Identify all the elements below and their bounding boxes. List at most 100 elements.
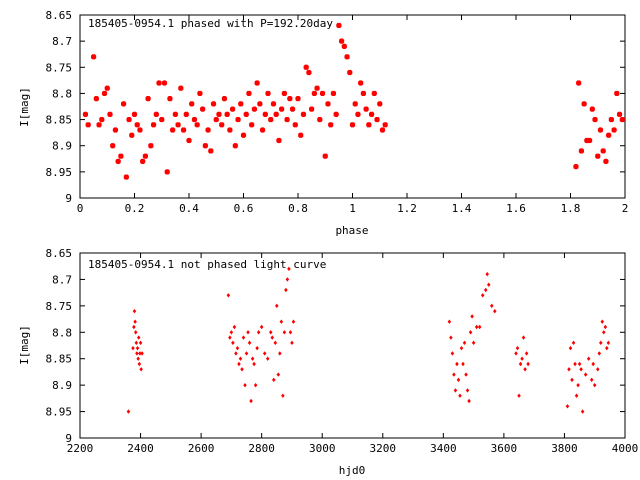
phased-data-point: [374, 116, 380, 123]
phased-data-point: [306, 69, 312, 76]
unphased-data-point: [273, 340, 278, 346]
unphased-data-point: [243, 382, 247, 388]
phased-data-point: [586, 137, 593, 144]
unphased-data-point: [140, 351, 144, 356]
unphased-data-point: [136, 335, 141, 340]
phased-data-point: [161, 80, 168, 86]
phased-data-point: [129, 132, 135, 138]
phased-data-point: [584, 137, 590, 144]
phased-data-point: [341, 43, 347, 50]
phased-data-point: [363, 106, 369, 112]
phased-ytick-label: 8.7: [52, 35, 72, 48]
phased-data-point: [360, 90, 367, 97]
phased-data-point: [183, 111, 189, 118]
phased-data-point: [246, 90, 252, 97]
phased-plot-frame: [79, 14, 626, 199]
unphased-data-point: [240, 367, 244, 372]
unphased-xtick-label: 3800: [551, 442, 578, 455]
phased-xtick-label: 2: [622, 202, 629, 215]
phased-data-point: [616, 111, 623, 118]
phased-xtick-label: 0.8: [288, 202, 308, 215]
phased-data-point: [134, 122, 140, 128]
unphased-data-point: [486, 282, 491, 287]
phased-data-point: [199, 106, 206, 112]
unphased-data-point: [131, 345, 135, 351]
phased-data-point: [159, 116, 165, 123]
phased-ytick-label: 8.9: [52, 140, 72, 153]
unphased-ytick-label: 8.65: [46, 247, 73, 260]
unphased-data-point: [465, 388, 470, 393]
unphased-data-point: [135, 351, 139, 356]
phased-data-point: [611, 127, 617, 133]
phased-data-point: [120, 101, 127, 107]
unphased-data-point: [132, 324, 136, 330]
unphased-data-point: [282, 330, 287, 335]
unphased-plot: 185405-0954.1 not phased light curve hjd…: [18, 247, 638, 477]
unphased-data-point: [228, 335, 232, 340]
phased-data-point: [232, 143, 238, 149]
unphased-plot-ticks: 2200 2400 2600 2800 3000 3200 3400 3600 3800 4000…: [46, 247, 639, 455]
unphased-data-point: [247, 340, 252, 346]
phased-data-point: [379, 127, 386, 133]
unphased-data-point: [567, 367, 571, 372]
unphased-data-point: [237, 361, 241, 367]
unphased-data-point: [132, 308, 137, 314]
phased-data-point: [107, 111, 113, 118]
unphased-data-point: [599, 340, 603, 346]
phased-xtick-label: 1.4: [452, 202, 472, 215]
unphased-data-point: [138, 340, 143, 346]
unphased-data-point: [592, 382, 597, 388]
phased-ytick-label: 8.85: [46, 114, 73, 127]
phased-data-point: [112, 127, 119, 133]
unphased-ytick-label: 8.8: [52, 326, 72, 339]
unphased-data-point: [459, 345, 464, 351]
unphased-data-point: [234, 351, 238, 356]
phased-data-point: [90, 54, 97, 60]
unphased-data-point: [252, 361, 256, 367]
unphased-data-point: [278, 351, 282, 356]
unphased-data-point: [281, 393, 285, 398]
phased-data-point: [600, 148, 606, 154]
phased-data-point: [298, 132, 304, 138]
unphased-data-point: [490, 303, 494, 309]
phased-data-point: [338, 38, 345, 44]
phased-data-point: [249, 122, 255, 128]
phased-data-point: [148, 143, 154, 149]
phased-xtick-label: 0.2: [125, 202, 145, 215]
unphased-ytick-label: 9: [65, 432, 72, 445]
phased-data-point: [619, 116, 625, 123]
phased-data-point: [319, 90, 326, 97]
unphased-data-point: [464, 372, 468, 377]
unphased-data-point: [523, 367, 527, 372]
unphased-data-point: [514, 351, 518, 356]
phased-ytick-label: 8.8: [52, 87, 72, 100]
phased-data-point: [262, 111, 268, 118]
phased-data-point: [259, 127, 266, 133]
unphased-data-point: [595, 367, 600, 372]
phased-data-point: [300, 111, 307, 118]
phased-data-point: [303, 64, 309, 70]
unphased-data-point: [485, 271, 489, 277]
phased-data-point: [126, 116, 132, 123]
unphased-ytick-label: 8.85: [46, 353, 73, 366]
unphased-data-point: [256, 330, 261, 335]
unphased-data-point: [226, 293, 231, 298]
unphased-xtick-label: 2600: [188, 442, 215, 455]
phased-data-point: [371, 90, 377, 97]
phased-data-point: [257, 101, 263, 107]
unphased-data-point: [265, 356, 270, 361]
unphased-data-point: [276, 372, 281, 377]
phased-data-point: [347, 69, 353, 76]
unphased-data-point: [455, 361, 459, 367]
phased-data-point: [216, 111, 222, 118]
unphased-data-point: [231, 340, 235, 346]
unphased-xtick-label: 3600: [491, 442, 518, 455]
phased-data-point: [99, 116, 105, 123]
phased-data-point: [213, 116, 219, 123]
phased-data-point: [180, 127, 187, 133]
phased-data-point: [85, 122, 91, 128]
phased-data-point: [142, 153, 149, 159]
phased-data-point: [295, 95, 301, 102]
unphased-data-point: [493, 308, 497, 314]
unphased-data-point: [579, 367, 583, 372]
